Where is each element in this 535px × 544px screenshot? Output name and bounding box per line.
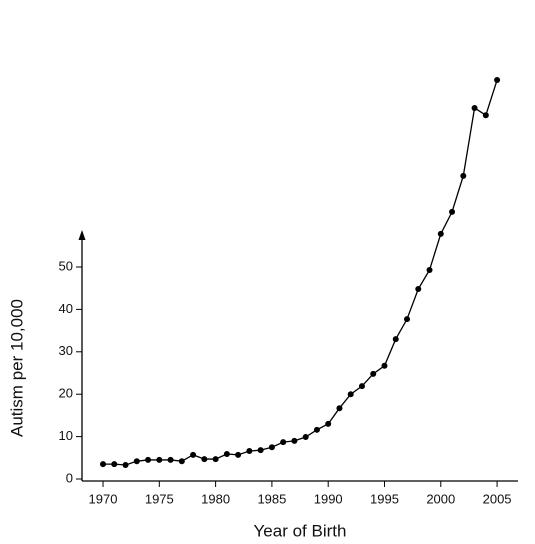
data-point bbox=[404, 316, 411, 323]
data-point bbox=[494, 77, 501, 84]
data-point bbox=[291, 437, 298, 444]
y-tick-label: 50 bbox=[59, 258, 73, 273]
data-point bbox=[437, 230, 444, 237]
y-tick-label: 30 bbox=[59, 343, 73, 358]
y-axis-arrow bbox=[78, 230, 86, 240]
x-tick-label: 1985 bbox=[257, 491, 286, 506]
data-point bbox=[449, 208, 456, 215]
data-point bbox=[246, 448, 253, 455]
data-point bbox=[268, 444, 275, 451]
y-tick-label: 0 bbox=[66, 470, 73, 485]
data-point bbox=[145, 456, 152, 463]
data-point bbox=[167, 456, 174, 463]
x-tick-label: 2005 bbox=[483, 491, 512, 506]
x-axis-title: Year of Birth bbox=[254, 521, 347, 540]
x-tick-label: 1995 bbox=[370, 491, 399, 506]
data-point bbox=[257, 447, 264, 454]
data-point bbox=[212, 456, 219, 463]
data-point bbox=[223, 450, 230, 457]
y-axis-title: Autism per 10,000 bbox=[7, 299, 26, 437]
x-tick-label: 2000 bbox=[426, 491, 455, 506]
data-point bbox=[336, 405, 343, 412]
y-tick-label: 40 bbox=[59, 301, 73, 316]
data-point bbox=[111, 461, 118, 468]
data-point bbox=[370, 370, 377, 377]
x-tick-label: 1970 bbox=[89, 491, 118, 506]
data-point bbox=[471, 105, 478, 111]
data-point bbox=[460, 172, 467, 179]
data-point bbox=[133, 458, 140, 465]
y-tick-label: 20 bbox=[59, 386, 73, 401]
x-tick-label: 1990 bbox=[314, 491, 343, 506]
data-point bbox=[381, 362, 388, 369]
data-point bbox=[100, 461, 107, 468]
data-point bbox=[482, 112, 489, 119]
data-point bbox=[178, 458, 185, 465]
data-point bbox=[358, 383, 365, 390]
data-point bbox=[156, 456, 163, 463]
data-line bbox=[103, 79, 498, 466]
data-point bbox=[201, 456, 208, 463]
data-point bbox=[302, 434, 309, 441]
y-tick-label: 10 bbox=[59, 428, 73, 443]
data-point bbox=[415, 286, 422, 293]
x-tick-label: 1980 bbox=[201, 491, 230, 506]
x-tick-label: 1975 bbox=[145, 491, 174, 506]
data-point bbox=[122, 462, 129, 469]
data-point bbox=[392, 336, 399, 343]
data-point bbox=[426, 266, 433, 273]
data-point bbox=[235, 451, 242, 458]
data-point bbox=[325, 420, 332, 427]
data-point bbox=[190, 451, 197, 458]
data-point bbox=[347, 391, 354, 398]
data-point bbox=[280, 439, 287, 446]
data-point bbox=[313, 426, 320, 433]
